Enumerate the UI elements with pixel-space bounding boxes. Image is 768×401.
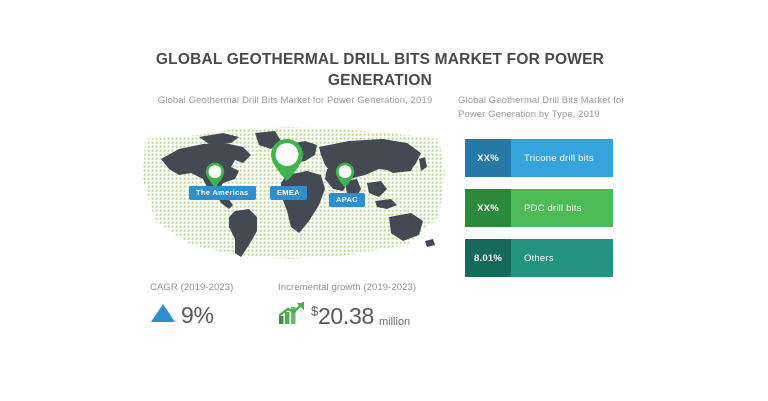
map-pin-icon-emea [270, 138, 304, 182]
world-map: The Americas EMEA APAC [139, 113, 451, 273]
kpi-growth-unit: million [379, 316, 411, 328]
page-title: GLOBAL GEOTHERMAL DRILL BITS MARKET FOR … [155, 51, 605, 89]
kpi-cagr-label: CAGR (2019-2023) [150, 282, 234, 293]
type-bar-chart: XX% Tricone drill bits XX% PDC drill bit… [465, 139, 625, 289]
bar-label-others: Others [511, 239, 613, 277]
table-row[interactable]: 8.01% Others [465, 239, 613, 277]
kpi-growth-value: $20.38 [311, 303, 374, 330]
table-row[interactable]: XX% Tricone drill bits [465, 139, 613, 177]
region-label-apac[interactable]: APAC [329, 193, 365, 207]
map-pin-icon-americas [205, 162, 225, 188]
kpi-cagr: CAGR (2019-2023) 9% [150, 282, 233, 329]
map-subtitle: Global Geothermal Drill Bits Market for … [157, 95, 433, 106]
kpi-cagr-value: 9% [181, 302, 214, 328]
map-pin-icon-apac [335, 162, 355, 188]
bar-value-pdc: XX% [465, 189, 511, 227]
bar-label-tricone: Tricone drill bits [511, 139, 613, 177]
kpi-incremental-growth: Incremental growth (2019-2023) $20.38 mi… [278, 282, 416, 331]
type-chart-heading: Global Geothermal Drill Bits Market for … [458, 95, 625, 120]
kpi-growth-label: Incremental growth (2019-2023) [278, 282, 417, 293]
region-label-americas[interactable]: The Americas [189, 186, 256, 200]
bar-value-others: 8.01% [465, 239, 511, 277]
kpi-growth-number: 20.38 [317, 303, 374, 329]
table-row[interactable]: XX% PDC drill bits [465, 189, 613, 227]
growth-chart-icon [278, 301, 306, 331]
region-label-emea[interactable]: EMEA [270, 186, 307, 200]
triangle-up-icon [150, 302, 176, 329]
bar-label-pdc: PDC drill bits [511, 189, 613, 227]
bar-value-tricone: XX% [465, 139, 511, 177]
currency-symbol: $ [311, 303, 318, 319]
